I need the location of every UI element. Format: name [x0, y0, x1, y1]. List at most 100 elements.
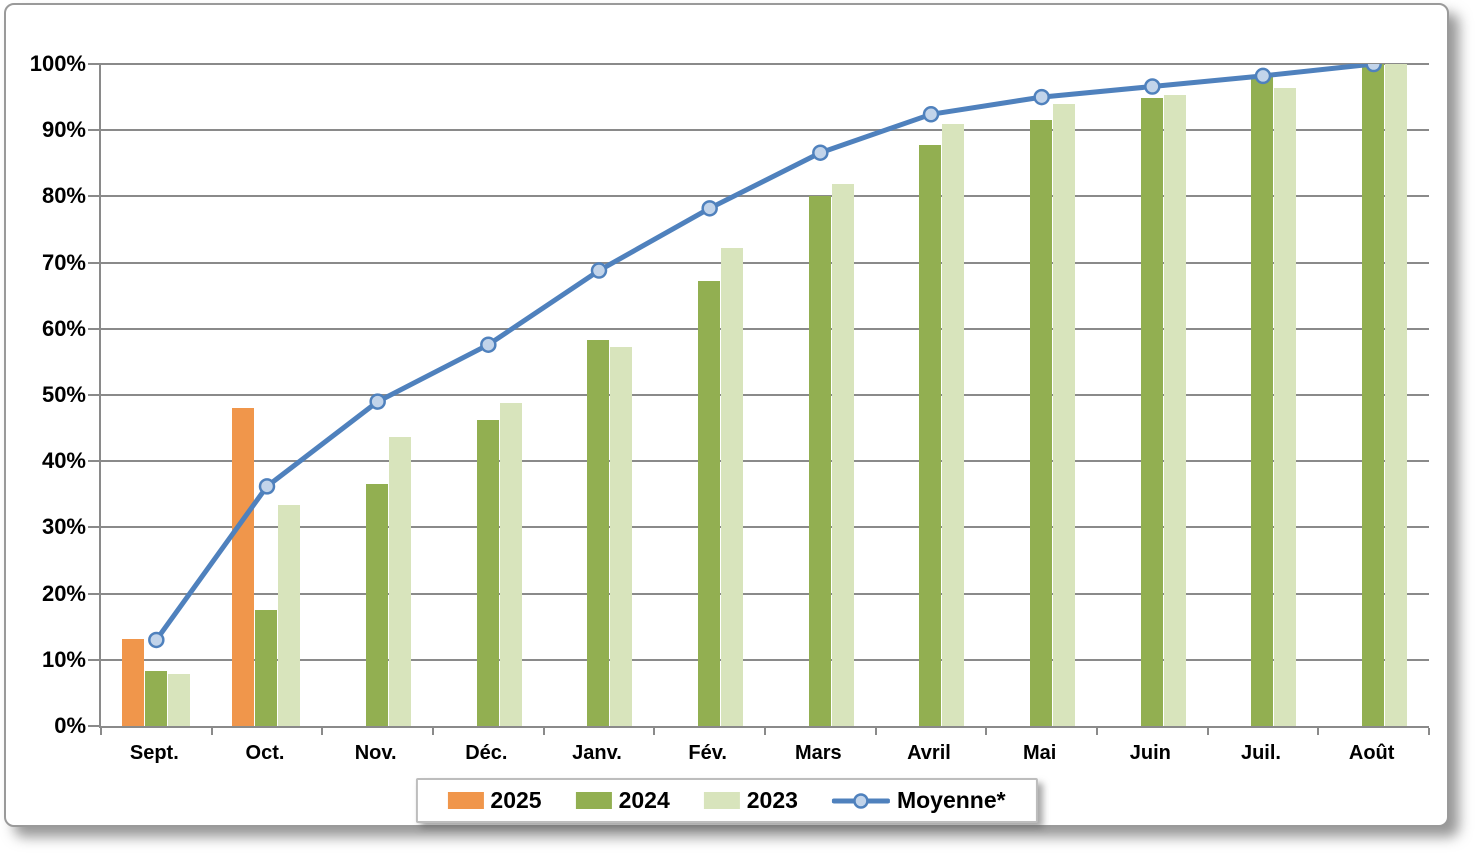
- bar-slot: [1030, 64, 1053, 726]
- legend-item-2024: 2024: [575, 787, 670, 814]
- bar-2024-Oct: [255, 610, 278, 726]
- bar-slot: [121, 64, 145, 726]
- bar-slot: [1163, 64, 1187, 726]
- bar-group-Juin: [1097, 64, 1208, 726]
- x-axis-tick: [985, 728, 988, 735]
- bar-2023-Avril: [942, 124, 965, 726]
- bar-2024-Fév: [698, 281, 721, 726]
- y-axis-label-90: 90%: [41, 117, 86, 143]
- bar-slot: [1118, 64, 1141, 726]
- bar-slot: [896, 64, 919, 726]
- bar-slot: [255, 64, 278, 726]
- x-axis-tick: [1428, 728, 1430, 735]
- legend-swatch-icon: [447, 792, 484, 809]
- bar-2023-Août: [1385, 64, 1408, 726]
- bar-group-Déc: [433, 64, 544, 726]
- bar-group-Août: [1318, 64, 1429, 726]
- bar-slot: [698, 64, 721, 726]
- bar-2024-Déc: [476, 420, 499, 726]
- x-axis-tick: [432, 728, 434, 735]
- bar-slot: [476, 64, 500, 726]
- legend-item-2023: 2023: [703, 787, 798, 814]
- x-axis-label-Déc: Déc.: [465, 742, 508, 764]
- bar-2023-Nov: [389, 437, 412, 726]
- bar-group-Juil: [1208, 64, 1319, 726]
- bar-slot: [1007, 64, 1030, 726]
- y-axis-label-30: 30%: [41, 514, 86, 540]
- y-axis-tick: [88, 658, 101, 661]
- bar-group-Janv: [544, 64, 655, 726]
- legend-label: 2024: [618, 787, 670, 813]
- bar-slot: [564, 64, 587, 726]
- legend-swatch-icon: [575, 792, 612, 809]
- legend-label: 2025: [490, 787, 542, 813]
- bar-2023-Juil: [1274, 87, 1297, 726]
- bar-slot: [144, 64, 168, 726]
- bar-2024-Mars: [808, 196, 831, 726]
- bar-2024-Sept: [144, 671, 167, 726]
- bar-slot: [1362, 64, 1385, 726]
- x-axis-label-Mai: Mai: [1022, 742, 1057, 764]
- x-axis-tick: [321, 728, 324, 735]
- y-axis-label-0: 0%: [54, 713, 86, 738]
- y-axis-label-10: 10%: [41, 646, 86, 672]
- bar-2024-Juil: [1251, 74, 1274, 726]
- x-axis-tick: [874, 728, 877, 735]
- x-axis-label-Sept: Sept.: [129, 742, 179, 764]
- x-axis-tick: [100, 728, 102, 735]
- y-axis-tick: [88, 592, 101, 595]
- gridline-10: [101, 658, 1429, 661]
- x-axis-tick: [542, 728, 545, 735]
- bar-2023-Mai: [1053, 103, 1076, 726]
- bar-slot: [454, 64, 477, 726]
- bar-2023-Juin: [1163, 95, 1186, 726]
- legend: 2025 2024 2023 Moyenne*: [415, 778, 1038, 823]
- bar-2025-Oct: [232, 408, 255, 726]
- bar-group-Nov: [322, 64, 433, 726]
- x-axis-label-Fév: Fév.: [688, 742, 727, 764]
- bar-slot: [1385, 64, 1408, 726]
- y-axis-label-80: 80%: [41, 183, 86, 209]
- y-axis-label-70: 70%: [41, 249, 86, 275]
- x-axis-tick: [210, 728, 213, 735]
- bar-slot: [786, 64, 809, 726]
- y-axis-tick: [88, 327, 101, 330]
- y-axis-tick: [88, 261, 101, 264]
- bar-slot: [167, 64, 191, 726]
- legend-swatch-icon: [703, 792, 740, 809]
- bar-slot: [1339, 64, 1362, 726]
- y-axis-tick: [88, 725, 101, 727]
- y-axis-tick: [88, 394, 101, 396]
- y-axis-label-40: 40%: [41, 448, 86, 474]
- bar-2023-Déc: [499, 402, 522, 726]
- x-axis-tick: [653, 728, 656, 735]
- bar-group-Mars: [765, 64, 876, 726]
- y-axis-tick: [88, 195, 101, 198]
- bar-slot: [1274, 64, 1297, 726]
- legend-line-marker-icon: [831, 792, 890, 809]
- legend-item-2025: 2025: [447, 787, 542, 814]
- bar-2024-Mai: [1030, 119, 1053, 726]
- bar-slot: [1251, 64, 1274, 726]
- bar-slot: [232, 64, 255, 726]
- y-axis-label-50: 50%: [41, 382, 86, 407]
- x-axis-label-Juil: Juil.: [1240, 742, 1281, 764]
- x-axis-label-Mars: Mars: [794, 742, 842, 764]
- y-axis-tick: [88, 129, 101, 132]
- bar-slot: [675, 64, 698, 726]
- bar-2023-Oct: [278, 504, 301, 726]
- bar-2024-Avril: [919, 144, 942, 726]
- x-axis-tick: [764, 728, 766, 735]
- bar-slot: [919, 64, 942, 726]
- bar-slot: [1228, 64, 1251, 726]
- bar-slot: [1140, 64, 1164, 726]
- bar-group-Oct: [212, 64, 323, 726]
- y-axis-label-60: 60%: [41, 315, 86, 341]
- bar-slot: [366, 64, 389, 726]
- bar-slot: [389, 64, 412, 726]
- bar-slot: [808, 64, 832, 726]
- bar-slot: [499, 64, 523, 726]
- bar-slot: [1053, 64, 1076, 726]
- bar-2023-Sept: [167, 674, 190, 726]
